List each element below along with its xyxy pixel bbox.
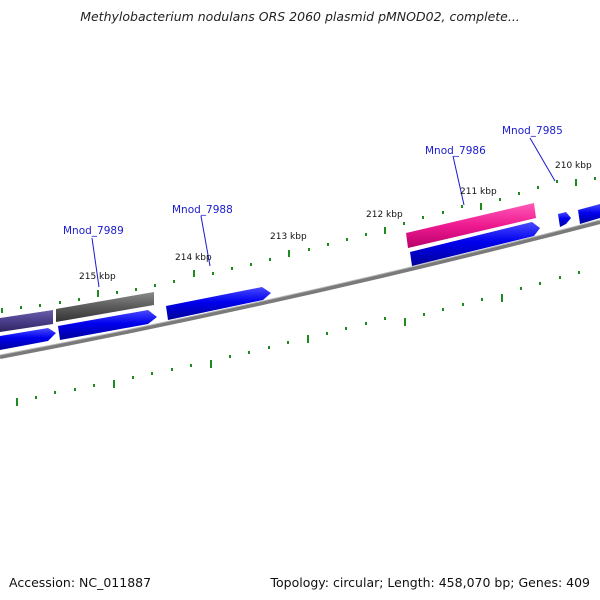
gene-feature-mnod-7986[interactable] [406,203,536,248]
scale-label-215: 215 kbp [79,272,116,282]
gene-label-leaders [91,137,556,288]
gene-arrow-2[interactable] [58,310,157,340]
gene-arrow-mnod-7988[interactable] [166,287,271,320]
scale-label-211: 211 kbp [460,187,497,197]
scale-label-213: 213 kbp [270,232,307,242]
outer-tick-ring [1,177,596,313]
gene-label-mnod-7985[interactable]: Mnod_7985 [502,125,563,137]
inner-tick-ring [16,271,580,406]
gene-arrow-4[interactable] [578,204,600,224]
gene-arrow-mnod-7985[interactable] [558,212,571,227]
map-title: Methylobacterium nodulans ORS 2060 plasm… [80,9,520,24]
gene-arrow-3[interactable] [410,222,540,266]
accession-text: Accession: NC_011887 [9,575,152,590]
gene-label-mnod-7989[interactable]: Mnod_7989 [63,225,124,237]
plasmid-backbone-highlight [0,219,600,356]
plasmid-backbone [0,220,600,359]
gene-feature-mnod-7989[interactable] [56,292,154,322]
scale-label-212: 212 kbp [366,210,403,220]
genome-summary-text: Topology: circular; Length: 458,070 bp; … [270,575,591,590]
gene-feature-purple[interactable] [0,310,53,332]
gene-label-mnod-7988[interactable]: Mnod_7988 [172,204,233,216]
gene-label-mnod-7986[interactable]: Mnod_7986 [425,145,486,157]
scale-label-210: 210 kbp [555,161,592,171]
scale-label-214: 214 kbp [175,253,212,263]
gene-arrow-1[interactable] [0,328,56,350]
